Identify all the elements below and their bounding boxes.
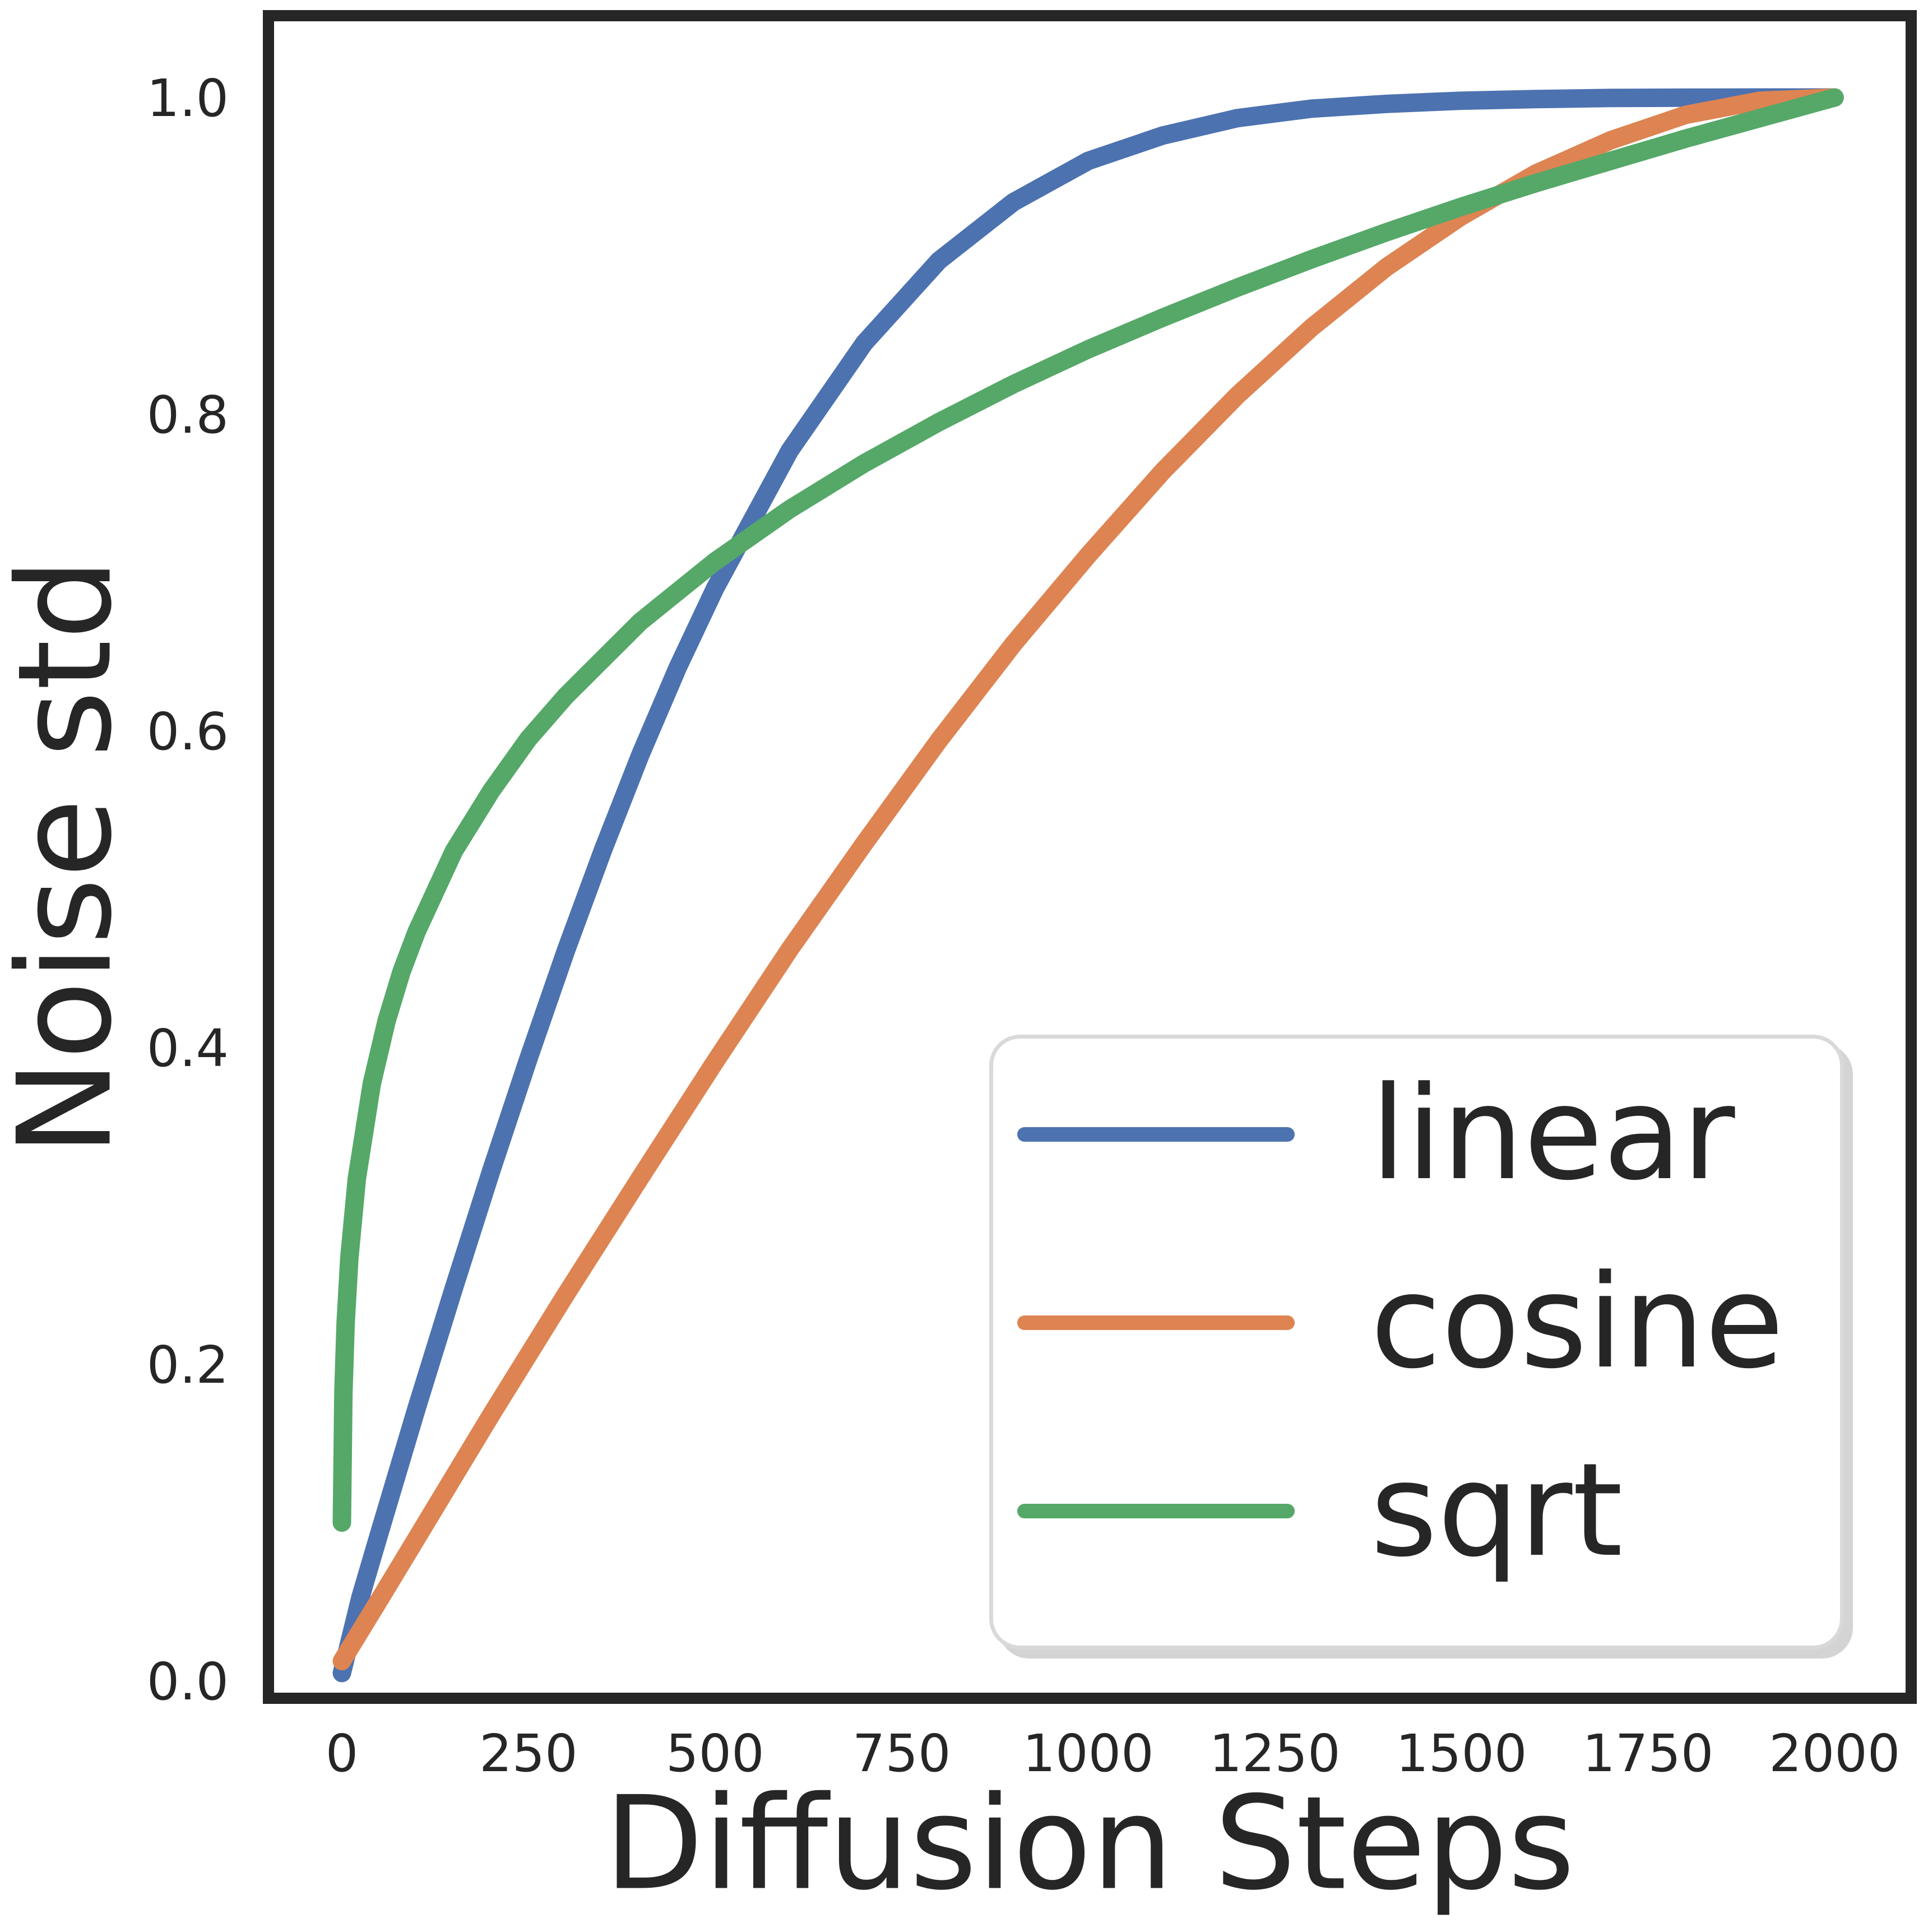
y-axis-tick-labels: 0.0 0.2 0.4 0.6 0.8 1.0 (147, 68, 229, 1712)
y-axis-label: Noise std (0, 558, 141, 1156)
x-tick-label: 2000 (1769, 1723, 1900, 1783)
y-tick-label: 1.0 (147, 68, 229, 128)
legend-label: cosine (1370, 1248, 1785, 1397)
curve-sqrt (332, 88, 1844, 1532)
x-tick-label: 1500 (1396, 1723, 1527, 1783)
curve-cosine (332, 88, 1844, 1671)
legend-line-icon (1017, 1315, 1295, 1330)
legend-entry-linear: linear (993, 1040, 1840, 1229)
x-tick-label: 1250 (1209, 1723, 1340, 1783)
legend-label: sqrt (1370, 1436, 1623, 1586)
y-tick-label: 0.0 (147, 1652, 229, 1712)
legend-entry-cosine: cosine (993, 1229, 1840, 1417)
y-tick-label: 0.6 (147, 702, 229, 762)
x-tick-label: 250 (479, 1723, 578, 1783)
y-tick-label: 0.8 (147, 385, 229, 445)
x-tick-label: 1750 (1582, 1723, 1713, 1783)
y-tick-label: 0.4 (147, 1018, 229, 1078)
curve-linear (332, 88, 1844, 1683)
x-axis-label: Diffusion Steps (604, 1769, 1575, 1919)
x-tick-label: 500 (666, 1723, 764, 1783)
legend: linear cosine sqrt (989, 1035, 1844, 1650)
legend-line-icon (1017, 1504, 1295, 1518)
axes-spines (263, 10, 1917, 1704)
x-axis-tick-labels: 0 250 500 750 1000 1250 1500 1750 2000 (326, 1723, 1901, 1783)
curves (332, 88, 1844, 1683)
x-tick-label: 750 (852, 1723, 951, 1783)
legend-entry-sqrt: sqrt (993, 1417, 1840, 1605)
x-tick-label: 1000 (1023, 1723, 1154, 1783)
y-tick-label: 0.2 (147, 1335, 229, 1395)
legend-line-icon (1017, 1127, 1295, 1142)
legend-label: linear (1370, 1059, 1735, 1209)
x-tick-label: 0 (326, 1723, 359, 1783)
